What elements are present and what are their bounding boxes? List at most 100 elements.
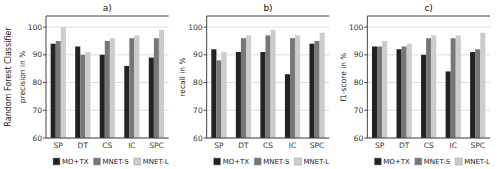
tick-label: 70 bbox=[354, 106, 364, 115]
bars bbox=[51, 27, 164, 138]
top-border bbox=[207, 16, 330, 17]
y-axis-line bbox=[206, 16, 207, 138]
legend-swatch bbox=[134, 158, 141, 165]
bar bbox=[134, 35, 139, 138]
bar bbox=[456, 35, 461, 138]
tick-label: 60 bbox=[193, 134, 203, 143]
x-axis-line bbox=[46, 138, 169, 139]
grid-line bbox=[46, 138, 169, 139]
annotation: Random Forest Classifier bbox=[4, 27, 13, 127]
y-axis-line bbox=[367, 16, 368, 138]
bar bbox=[100, 55, 105, 138]
bar bbox=[421, 55, 426, 138]
bar bbox=[51, 44, 56, 138]
y-label: recall in % bbox=[178, 57, 187, 96]
legend-swatch bbox=[214, 158, 221, 165]
bar bbox=[85, 52, 90, 138]
y-label: f1-score in % bbox=[339, 52, 348, 101]
category-label: CS bbox=[424, 141, 434, 150]
bar bbox=[265, 35, 270, 138]
bar bbox=[320, 33, 325, 138]
legend: MO+TX MNET-S MNET-L bbox=[374, 158, 490, 166]
legend-swatch bbox=[53, 158, 60, 165]
bar bbox=[159, 30, 164, 138]
legend-label: MO+TX bbox=[383, 158, 410, 166]
bar bbox=[211, 49, 216, 138]
bar bbox=[154, 38, 159, 138]
category-label: IC bbox=[289, 141, 296, 150]
tick-label: 100 bbox=[28, 23, 43, 32]
category-label: IC bbox=[128, 141, 135, 150]
top-border bbox=[46, 16, 169, 17]
category-label: DT bbox=[399, 141, 410, 150]
legend: MO+TXMNET-SMNET-L bbox=[214, 158, 330, 166]
legend-label: MNET-L bbox=[143, 158, 169, 166]
tick-label: 90 bbox=[32, 50, 42, 59]
tick-label: 80 bbox=[193, 78, 203, 87]
grid-line bbox=[367, 138, 490, 139]
bar bbox=[426, 38, 431, 138]
bar bbox=[407, 44, 412, 138]
bar bbox=[285, 74, 290, 138]
bars bbox=[372, 33, 485, 138]
legend-swatch bbox=[415, 158, 422, 165]
tick-label: 60 bbox=[354, 134, 364, 143]
y-label: precision in % bbox=[18, 51, 27, 104]
bar bbox=[129, 38, 134, 138]
legend: MO+TX MNET-S MNET-L bbox=[53, 158, 169, 166]
bar bbox=[241, 38, 246, 138]
legend-swatch bbox=[254, 158, 261, 165]
tick-label: 100 bbox=[188, 23, 203, 32]
bar bbox=[271, 30, 276, 138]
bar bbox=[402, 47, 407, 139]
legend-label: MNET-L bbox=[303, 158, 329, 166]
bar bbox=[216, 60, 221, 138]
tick-label: 70 bbox=[193, 106, 203, 115]
bar bbox=[295, 35, 300, 138]
bar bbox=[80, 55, 85, 138]
legend-label: MNET-S bbox=[102, 158, 129, 166]
bar bbox=[397, 49, 402, 138]
bar bbox=[431, 35, 436, 138]
tick-label: 60 bbox=[32, 134, 42, 143]
bar bbox=[315, 41, 320, 138]
grid-line bbox=[207, 138, 330, 139]
figure: 60708090100SPDTCSICSPCa)precision in %MO… bbox=[0, 0, 500, 169]
bar bbox=[61, 27, 66, 138]
tick-label: 90 bbox=[354, 50, 364, 59]
bar bbox=[377, 47, 382, 139]
top-border bbox=[367, 16, 490, 17]
panel: 60 70 80 90 100 SP DT CS IC SPC b) recall in % MO+TX… bbox=[178, 3, 329, 169]
legend-swatch bbox=[93, 158, 100, 165]
category-label: DT bbox=[238, 141, 249, 150]
legend-label: MO+TX bbox=[62, 158, 89, 166]
bar bbox=[446, 71, 451, 138]
title: b) bbox=[263, 3, 272, 13]
bar bbox=[246, 35, 251, 138]
bar bbox=[124, 66, 129, 138]
legend-label: MNET-L bbox=[464, 158, 490, 166]
bar bbox=[309, 44, 314, 138]
category-label: IC bbox=[449, 141, 456, 150]
tick-label: 70 bbox=[32, 106, 42, 115]
bar bbox=[110, 38, 115, 138]
bar bbox=[105, 41, 110, 138]
legend-swatch bbox=[455, 158, 462, 165]
category-label: CS bbox=[102, 141, 112, 150]
panel: 60708090100SPDTCSICSPCa)precision in %MO… bbox=[18, 3, 169, 169]
category-label: CS bbox=[263, 141, 273, 150]
bar bbox=[290, 38, 295, 138]
tick-label: 100 bbox=[349, 23, 364, 32]
category-label: SPC bbox=[310, 141, 325, 150]
bar bbox=[475, 49, 480, 138]
x-axis-line bbox=[207, 138, 330, 139]
legend-label: MNET-S bbox=[424, 158, 451, 166]
category-label: SP bbox=[214, 141, 224, 150]
bar bbox=[382, 41, 387, 138]
legend-swatch bbox=[374, 158, 381, 165]
tick-label: 90 bbox=[193, 50, 203, 59]
bar bbox=[149, 58, 154, 138]
tick-label: 80 bbox=[354, 78, 364, 87]
legend-label: MO+TX bbox=[223, 158, 250, 166]
bar bbox=[470, 52, 475, 138]
